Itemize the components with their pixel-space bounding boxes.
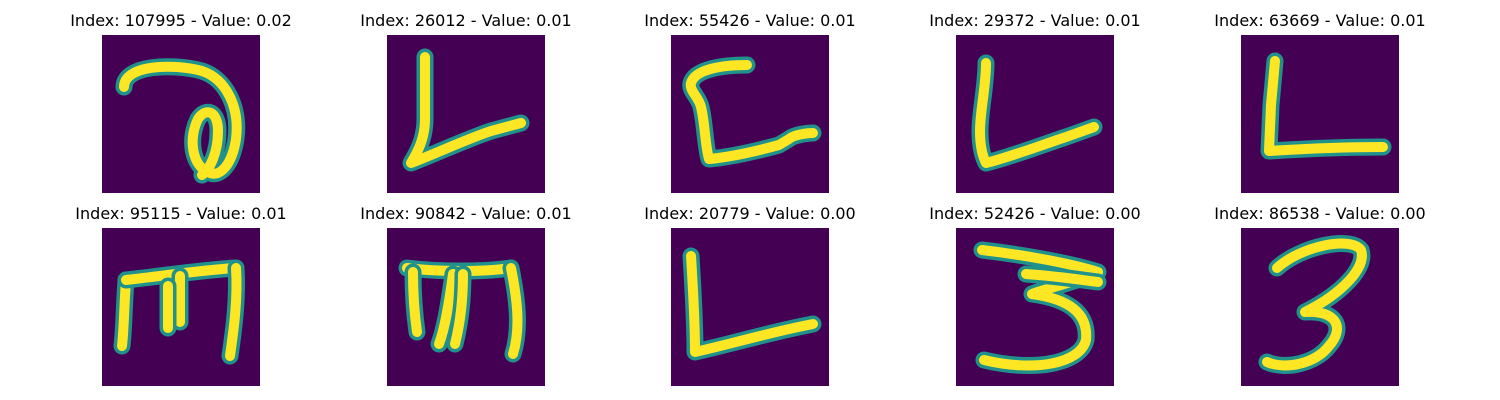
digit-3-icon	[973, 241, 1107, 374]
handwritten-image	[102, 35, 260, 193]
letter-m-icon	[398, 259, 526, 363]
panel-title: Index: 26012 - Value: 0.01	[360, 11, 572, 30]
handwritten-image	[956, 35, 1114, 193]
panel-title: Index: 63669 - Value: 0.01	[1214, 11, 1426, 30]
letter-m-icon	[113, 259, 246, 365]
panel-title: Index: 29372 - Value: 0.01	[929, 11, 1141, 30]
panel-title: Index: 86538 - Value: 0.00	[1214, 204, 1426, 223]
letter-l-icon	[971, 54, 1103, 172]
handwritten-image	[102, 228, 260, 386]
letter-c-with-tail-icon	[682, 56, 822, 168]
letter-l-icon	[402, 48, 530, 172]
panel-title: Index: 55426 - Value: 0.01	[644, 11, 856, 30]
handwritten-image	[1241, 35, 1399, 193]
letter-l-icon	[1260, 52, 1392, 160]
handwritten-image	[956, 228, 1114, 386]
handwritten-image	[1241, 228, 1399, 386]
panel-title: Index: 107995 - Value: 0.02	[70, 11, 292, 30]
panel-title: Index: 20779 - Value: 0.00	[644, 204, 856, 223]
handwritten-image	[671, 228, 829, 386]
panel-title: Index: 90842 - Value: 0.01	[360, 204, 572, 223]
panel-title: Index: 95115 - Value: 0.01	[75, 204, 287, 223]
letter-l-icon	[682, 247, 822, 361]
handwritten-image	[387, 35, 545, 193]
handwritten-image	[387, 228, 545, 386]
cursive-a-icon	[115, 58, 246, 184]
digit-3-icon	[1258, 235, 1371, 374]
handwritten-image	[671, 35, 829, 193]
panel-title: Index: 52426 - Value: 0.00	[929, 204, 1141, 223]
